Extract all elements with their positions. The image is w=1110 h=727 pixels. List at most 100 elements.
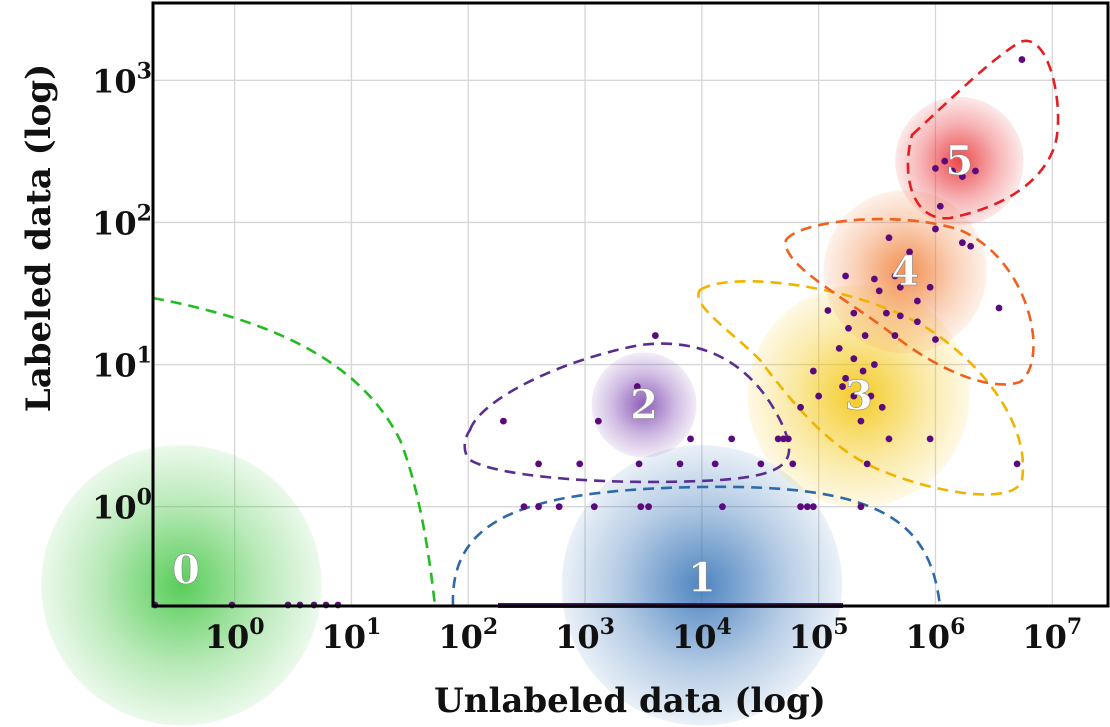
data-point — [711, 460, 719, 468]
data-point — [958, 239, 966, 247]
y-tick-label: 103 — [92, 58, 152, 100]
data-point — [913, 318, 921, 326]
cluster-5-blob — [895, 96, 1024, 226]
data-point — [590, 503, 598, 511]
data-point — [520, 503, 528, 511]
data-point — [835, 344, 843, 352]
data-point — [535, 460, 542, 468]
data-point — [896, 312, 904, 320]
y-ticks: 100 101 102 103 — [92, 58, 152, 526]
cluster-3-boundary — [697, 280, 1025, 496]
data-point — [687, 435, 694, 443]
cluster-2-boundary — [463, 342, 791, 484]
data-point — [842, 272, 849, 280]
cluster-0-label: 0 — [172, 547, 200, 594]
x-tick-label: 103 — [555, 614, 615, 656]
data-point — [645, 503, 653, 511]
data-point — [809, 503, 817, 511]
x-tick-label: 102 — [438, 614, 498, 656]
x-tick-label: 104 — [672, 614, 732, 656]
data-point — [932, 336, 939, 343]
data-point — [857, 417, 865, 425]
cluster-1-label: 1 — [688, 555, 716, 602]
data-point — [500, 417, 507, 425]
y-tick-label: 100 — [92, 485, 152, 527]
cluster-0-boundary — [152, 296, 437, 607]
data-point — [555, 503, 563, 511]
data-point — [867, 392, 875, 400]
y-tick-label: 102 — [92, 200, 152, 242]
data-point — [906, 248, 913, 256]
cluster-0-blob — [41, 445, 322, 726]
data-point — [784, 435, 792, 443]
cluster-4-label: 4 — [891, 248, 919, 295]
data-point — [926, 435, 934, 443]
cluster-4-blob — [823, 189, 987, 354]
data-point — [780, 435, 787, 443]
data-point — [932, 225, 939, 233]
cluster-1-boundary — [451, 485, 942, 607]
data-point — [861, 332, 869, 339]
x-tick-label: 106 — [906, 614, 966, 656]
data-point — [797, 403, 804, 411]
data-point — [878, 403, 886, 411]
y-axis-label: Labeled data (log) — [19, 64, 59, 412]
data-point — [651, 332, 659, 339]
data-point — [972, 167, 979, 175]
y-tick-label: 101 — [92, 343, 152, 385]
data-point — [637, 503, 645, 511]
data-point — [633, 383, 641, 390]
cluster-boundaries — [152, 39, 1060, 607]
data-point — [719, 503, 726, 511]
data-point — [875, 287, 883, 295]
cluster-2-label: 2 — [630, 381, 658, 428]
data-point — [859, 367, 867, 375]
data-point — [932, 165, 939, 172]
data-point — [941, 157, 949, 165]
data-point — [535, 503, 542, 511]
data-point — [635, 460, 643, 468]
data-point — [809, 367, 817, 375]
data-point — [803, 503, 811, 511]
data-point — [1018, 56, 1026, 63]
data-point — [842, 374, 849, 382]
data-point — [926, 283, 934, 291]
data-point — [576, 460, 584, 468]
plot-frame — [151, 1, 1110, 608]
data-point — [870, 361, 878, 368]
data-point — [850, 355, 858, 363]
data-point — [913, 297, 921, 305]
data-point — [958, 173, 966, 181]
data-point — [949, 167, 956, 175]
cluster-blobs — [41, 96, 1024, 726]
data-point — [882, 309, 890, 317]
data-point — [885, 234, 893, 242]
x-ticks: 100 101 102 103 104 105 106 107 — [205, 614, 1082, 656]
x-tick-label: 101 — [322, 614, 382, 656]
data-point — [815, 392, 823, 400]
x-tick-label: 100 — [205, 614, 265, 656]
data-point — [728, 435, 736, 443]
data-point — [936, 202, 944, 210]
cluster-5-label: 5 — [945, 138, 973, 185]
data-point — [757, 460, 765, 468]
cluster-3-label: 3 — [845, 373, 873, 420]
data-point — [857, 503, 865, 511]
data-point — [789, 460, 797, 468]
x-tick-label: 105 — [789, 614, 849, 656]
cluster-4-boundary — [784, 217, 1035, 386]
data-point — [870, 275, 878, 283]
data-point — [891, 272, 899, 280]
data-point — [896, 283, 904, 291]
data-point — [967, 242, 975, 250]
x-axis-label: Unlabeled data (log) — [434, 681, 826, 721]
cluster-labels: 0 1 2 3 4 5 — [172, 137, 974, 602]
cluster-2-blob — [591, 352, 697, 458]
cluster-1-blob — [561, 445, 843, 726]
data-point — [676, 460, 684, 468]
data-point — [774, 435, 782, 443]
data-point — [594, 417, 602, 425]
data-point — [885, 435, 893, 443]
data-point — [797, 503, 804, 511]
